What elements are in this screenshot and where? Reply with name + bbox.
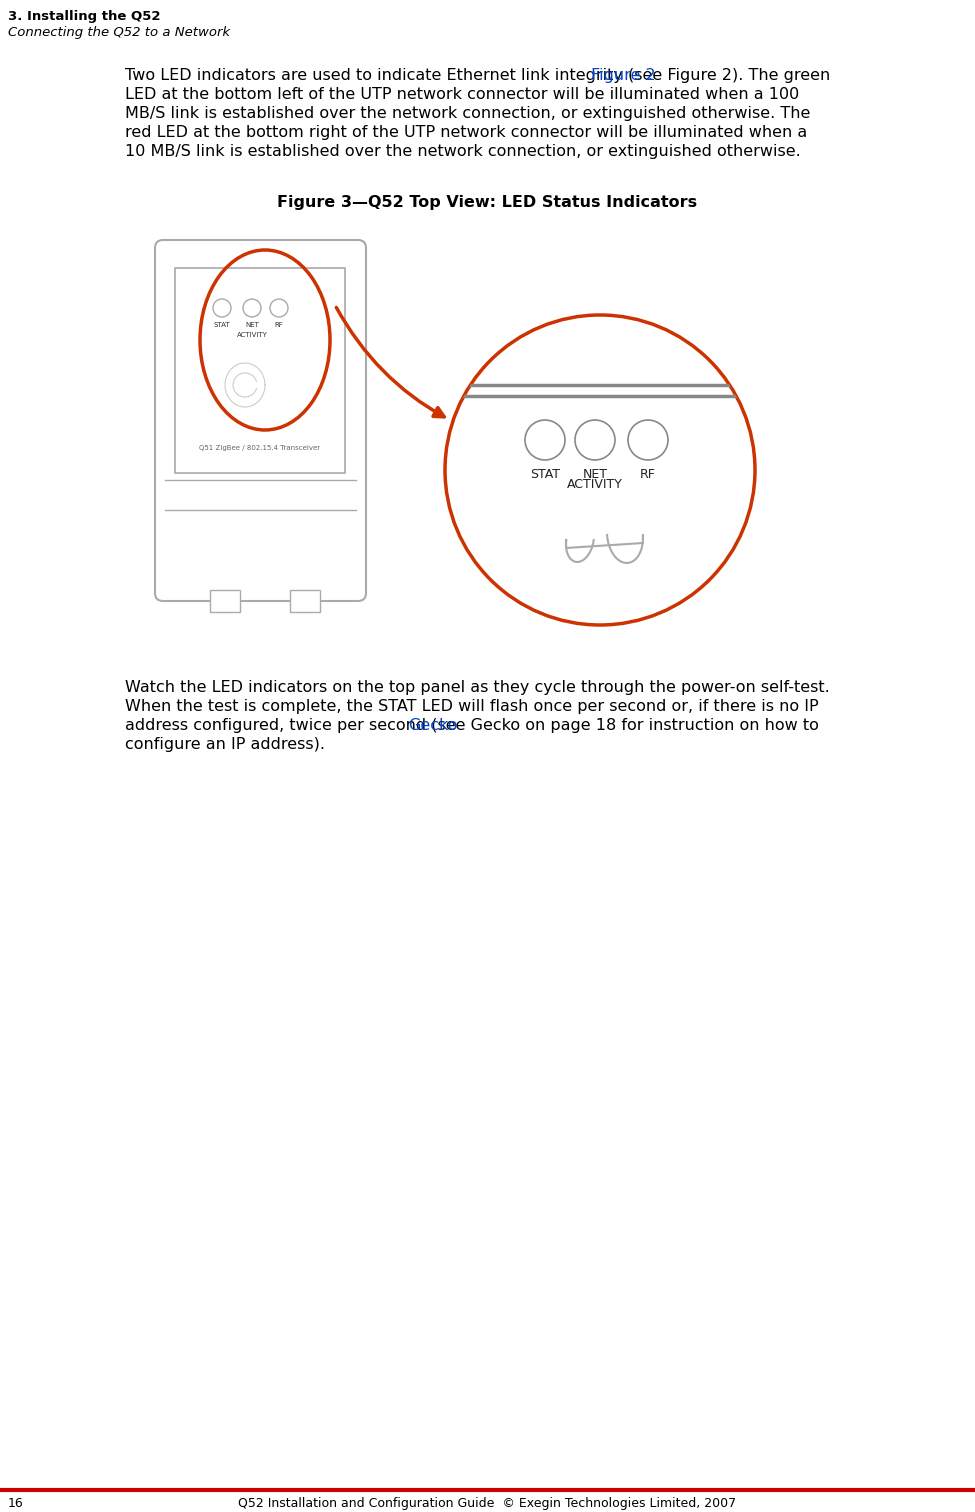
Text: NET: NET	[245, 322, 259, 328]
Circle shape	[628, 420, 668, 460]
Text: Connecting the Q52 to a Network: Connecting the Q52 to a Network	[8, 26, 230, 39]
Text: ACTIVITY: ACTIVITY	[567, 478, 623, 491]
Text: 10 MB/S link is established over the network connection, or extinguished otherwi: 10 MB/S link is established over the net…	[125, 144, 800, 159]
Text: MB/S link is established over the network connection, or extinguished otherwise.: MB/S link is established over the networ…	[125, 106, 810, 121]
Text: Two LED indicators are used to indicate Ethernet link integrity (see Figure 2). : Two LED indicators are used to indicate …	[125, 68, 831, 83]
Text: RF: RF	[640, 469, 656, 481]
Text: address configured, twice per second (see Gecko on page 18 for instruction on ho: address configured, twice per second (se…	[125, 718, 819, 733]
Circle shape	[525, 420, 565, 460]
Text: red LED at the bottom right of the UTP network connector will be illuminated whe: red LED at the bottom right of the UTP n…	[125, 125, 807, 141]
Text: When the test is complete, the STAT LED will flash once per second or, if there : When the test is complete, the STAT LED …	[125, 699, 819, 714]
Text: Figure 3—Q52 Top View: LED Status Indicators: Figure 3—Q52 Top View: LED Status Indica…	[278, 195, 697, 210]
Circle shape	[445, 314, 755, 624]
Bar	[290, 590, 320, 612]
Bar	[210, 590, 240, 612]
Text: Q51 ZigBee / 802.15.4 Transceiver: Q51 ZigBee / 802.15.4 Transceiver	[200, 445, 321, 451]
Text: Figure 2: Figure 2	[591, 68, 655, 83]
Text: ACTIVITY: ACTIVITY	[237, 333, 267, 339]
Text: Q52 Installation and Configuration Guide  © Exegin Technologies Limited, 2007: Q52 Installation and Configuration Guide…	[239, 1497, 736, 1510]
Text: 16: 16	[8, 1497, 23, 1510]
Text: configure an IP address).: configure an IP address).	[125, 736, 325, 751]
Circle shape	[213, 299, 231, 318]
Text: Watch the LED indicators on the top panel as they cycle through the power-on sel: Watch the LED indicators on the top pane…	[125, 680, 830, 696]
Text: STAT: STAT	[214, 322, 230, 328]
Circle shape	[243, 299, 261, 318]
Text: STAT: STAT	[530, 469, 560, 481]
Text: NET: NET	[582, 469, 607, 481]
Text: LED at the bottom left of the UTP network connector will be illuminated when a 1: LED at the bottom left of the UTP networ…	[125, 88, 799, 101]
Text: 3. Installing the Q52: 3. Installing the Q52	[8, 11, 161, 23]
Circle shape	[575, 420, 615, 460]
FancyBboxPatch shape	[175, 268, 345, 473]
FancyBboxPatch shape	[155, 240, 366, 600]
Circle shape	[270, 299, 288, 318]
Text: RF: RF	[275, 322, 284, 328]
Text: Gecko: Gecko	[409, 718, 458, 733]
FancyArrowPatch shape	[336, 307, 445, 417]
